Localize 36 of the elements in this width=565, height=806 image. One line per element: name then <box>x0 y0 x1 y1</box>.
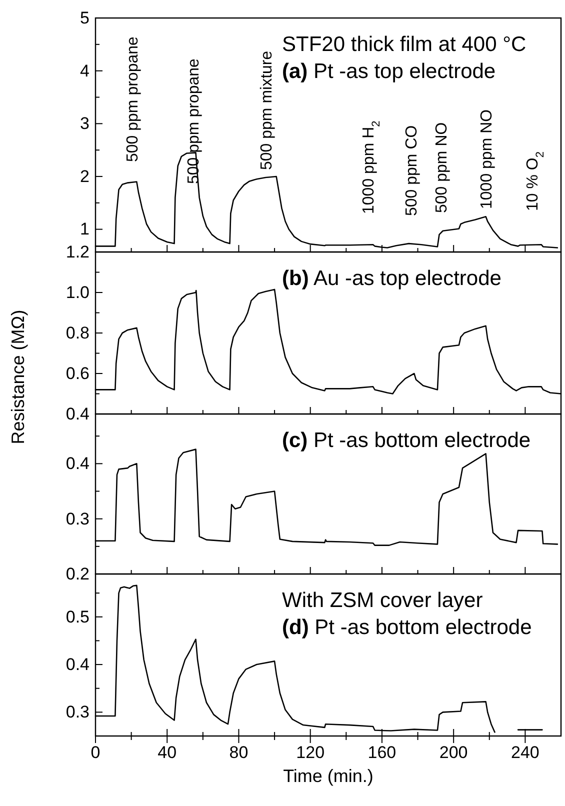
y-tick-label: 0.8 <box>66 323 90 342</box>
y-tick-label: 0.4 <box>66 404 90 424</box>
y-tick-label: 4 <box>80 61 90 80</box>
y-tick-label: 0.4 <box>66 654 90 674</box>
y-tick-label: 1.0 <box>66 282 90 302</box>
annotation: 500 ppm CO <box>404 125 421 216</box>
x-tick-label: 240 <box>511 743 540 762</box>
text: (d) Pt -as bottom electrode <box>282 616 532 639</box>
y-tick-label: 0.3 <box>66 509 90 528</box>
x-tick-label: 80 <box>229 743 248 762</box>
x-tick-label: 120 <box>296 743 325 762</box>
annotation: 500 ppm propane <box>124 36 142 162</box>
annotation: 1000 ppm NO <box>478 109 496 209</box>
y-tick-label: 1 <box>80 220 90 239</box>
x-tick-label: 40 <box>158 743 177 762</box>
x-tick-label: 0 <box>90 743 100 762</box>
y-tick-label: 3 <box>80 114 90 134</box>
y-tick-label: 5 <box>80 8 90 28</box>
x-tick-label: 160 <box>368 743 396 762</box>
y-tick-label: 2 <box>80 166 90 186</box>
text: STF20 thick film at 400 °C <box>282 33 526 56</box>
text: (c) Pt -as bottom electrode <box>282 429 531 452</box>
y-tick-label: 0.6 <box>66 364 90 383</box>
x-axis-title: Time (min.) <box>283 766 374 786</box>
y-axis-title: Resistance (MΩ) <box>8 310 28 444</box>
annotation: 500 ppm NO <box>434 122 451 213</box>
y-tick-label: 0.3 <box>66 702 90 722</box>
annotation: 500 ppm mixture <box>258 50 276 170</box>
text: With ZSM cover layer <box>282 589 483 612</box>
text: (b) Au -as top electrode <box>282 267 502 290</box>
text: (a) Pt -as top electrode <box>282 60 496 83</box>
y-tick-label: 0.4 <box>66 454 90 474</box>
y-tick-label: 0.5 <box>66 607 90 626</box>
y-tick-label: 0.2 <box>66 564 90 584</box>
x-tick-label: 200 <box>439 743 468 762</box>
y-tick-label: 1.2 <box>66 242 90 262</box>
